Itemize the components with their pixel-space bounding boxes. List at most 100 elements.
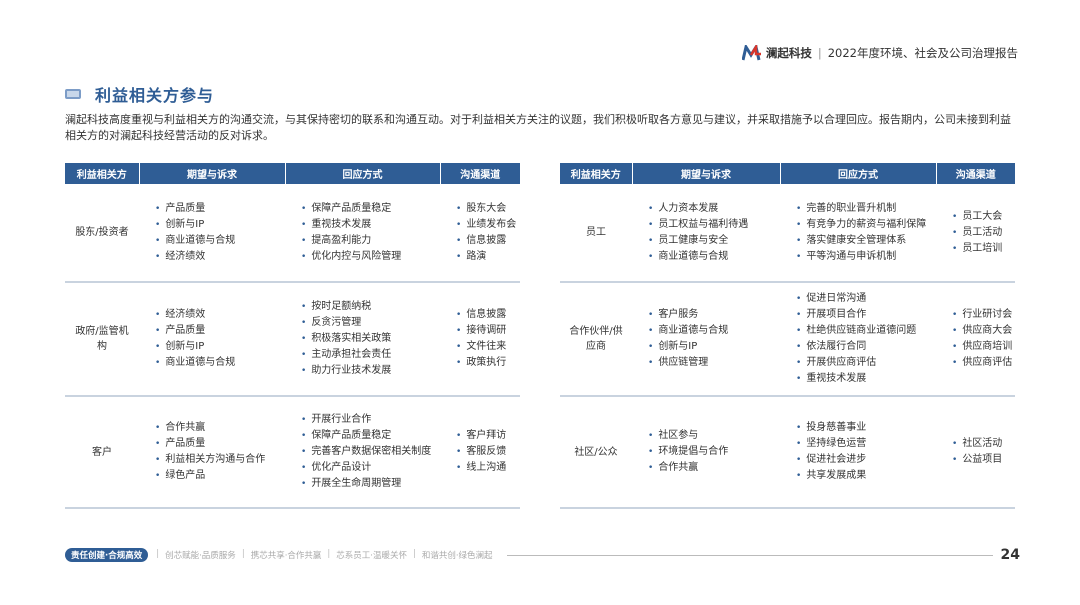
footer-active-chapter[interactable]: 责任创建·合规高效 xyxy=(65,548,149,562)
report-header: 澜起科技 | 2022年度环境、社会及公司治理报告 xyxy=(741,45,1018,61)
list-item: 优化产品设计 xyxy=(301,460,440,476)
table-row: 社区/公众社区参与环境提倡与合作合作共赢投身慈善事业坚持绿色运营促进社会进步共享… xyxy=(560,396,1015,509)
list-item: 重视技术发展 xyxy=(796,371,936,387)
column-header: 利益相关方 xyxy=(560,163,633,184)
channels-cell: 行业研讨会供应商大会供应商培训供应商评估 xyxy=(936,282,1015,397)
list-item: 客服反馈 xyxy=(456,444,520,460)
responses-list: 投身慈善事业坚持绿色运营促进社会进步共享发展成果 xyxy=(780,420,936,484)
list-item: 有竞争力的薪资与福利保障 xyxy=(796,217,936,233)
list-item: 按时足额纳税 xyxy=(301,299,440,315)
responses-cell: 保障产品质量稳定重视技术发展提高盈利能力优化内控与风险管理 xyxy=(285,184,440,283)
stakeholder-name: 股东/投资者 xyxy=(65,184,139,283)
list-item: 社区参与 xyxy=(648,428,780,444)
list-item: 经济绩效 xyxy=(155,307,285,323)
list-item: 行业研讨会 xyxy=(952,307,1015,323)
list-item: 产品质量 xyxy=(155,323,285,339)
footer-chapter-link[interactable]: 和谐共创·绿色澜起 xyxy=(421,551,493,561)
channels-cell: 员工大会员工活动员工培训 xyxy=(936,184,1015,283)
list-item: 公益项目 xyxy=(952,452,1015,468)
responses-list: 完善的职业晋升机制有竞争力的薪资与福利保障落实健康安全管理体系平等沟通与申诉机制 xyxy=(780,201,936,265)
expectations-list: 人力资本发展员工权益与福利待遇员工健康与安全商业道德与合规 xyxy=(632,201,780,265)
list-item: 供应商评估 xyxy=(952,355,1015,371)
list-item: 供应商培训 xyxy=(952,339,1015,355)
list-item: 商业道德与合规 xyxy=(648,323,780,339)
expectations-list: 社区参与环境提倡与合作合作共赢 xyxy=(632,428,780,476)
footer-nav: 责任创建·合规高效 | 创芯赋能·品质服务 | 携芯共享·合作共赢 | 芯系员工·温暖关怀… xyxy=(65,547,1020,563)
list-item: 产品质量 xyxy=(155,201,285,217)
stakeholder-name: 合作伙伴/供应商 xyxy=(560,282,632,397)
responses-cell: 开展行业合作保障产品质量稳定完善客户数据保密相关制度优化产品设计开展全生命周期管… xyxy=(285,396,440,509)
list-item: 保障产品质量稳定 xyxy=(301,428,440,444)
list-item: 重视技术发展 xyxy=(301,217,440,233)
responses-cell: 投身慈善事业坚持绿色运营促进社会进步共享发展成果 xyxy=(780,396,936,509)
expectations-cell: 社区参与环境提倡与合作合作共赢 xyxy=(632,396,780,509)
list-item: 杜绝供应链商业道德问题 xyxy=(796,323,936,339)
footer-divider: | xyxy=(156,549,160,559)
list-item: 员工大会 xyxy=(952,209,1015,225)
list-item: 社区活动 xyxy=(952,436,1015,452)
list-item: 合作共赢 xyxy=(648,460,780,476)
list-item: 线上沟通 xyxy=(456,460,520,476)
responses-cell: 促进日常沟通开展项目合作杜绝供应链商业道德问题依法履行合同开展供应商评估重视技术… xyxy=(780,282,936,397)
list-item: 完善的职业晋升机制 xyxy=(796,201,936,217)
list-item: 政策执行 xyxy=(456,355,520,371)
list-item: 落实健康安全管理体系 xyxy=(796,233,936,249)
stakeholder-name: 员工 xyxy=(560,184,632,283)
list-item: 供应商大会 xyxy=(952,323,1015,339)
footer-chapter-link[interactable]: 创芯赋能·品质服务 xyxy=(165,551,236,561)
list-item: 接待调研 xyxy=(456,323,520,339)
expectations-cell: 人力资本发展员工权益与福利待遇员工健康与安全商业道德与合规 xyxy=(632,184,780,283)
list-item: 绿色产品 xyxy=(155,468,285,484)
divider: | xyxy=(817,46,822,60)
stakeholder-name: 社区/公众 xyxy=(560,396,632,509)
list-item: 合作共赢 xyxy=(155,420,285,436)
footer-chapter-link[interactable]: 芯系员工·温暖关怀 xyxy=(336,551,407,561)
channels-list: 社区活动公益项目 xyxy=(936,436,1015,468)
expectations-cell: 合作共赢产品质量利益相关方沟通与合作绿色产品 xyxy=(139,396,285,509)
list-item: 商业道德与合规 xyxy=(155,233,285,249)
list-item: 人力资本发展 xyxy=(648,201,780,217)
list-item: 商业道德与合规 xyxy=(155,355,285,371)
list-item: 员工权益与福利待遇 xyxy=(648,217,780,233)
stakeholder-table-left: 利益相关方期望与诉求回应方式沟通渠道股东/投资者产品质量创新与IP商业道德与合规… xyxy=(65,163,520,509)
list-item: 共享发展成果 xyxy=(796,468,936,484)
list-item: 文件往来 xyxy=(456,339,520,355)
list-item: 开展供应商评估 xyxy=(796,355,936,371)
channels-list: 行业研讨会供应商大会供应商培训供应商评估 xyxy=(936,307,1015,371)
list-item: 信息披露 xyxy=(456,233,520,249)
responses-list: 保障产品质量稳定重视技术发展提高盈利能力优化内控与风险管理 xyxy=(285,201,440,265)
channels-cell: 信息披露接待调研文件往来政策执行 xyxy=(440,282,520,397)
list-item: 信息披露 xyxy=(456,307,520,323)
list-item: 提高盈利能力 xyxy=(301,233,440,249)
list-item: 平等沟通与申诉机制 xyxy=(796,249,936,265)
list-item: 利益相关方沟通与合作 xyxy=(155,452,285,468)
channels-cell: 客户拜访客服反馈线上沟通 xyxy=(440,396,520,509)
column-header: 利益相关方 xyxy=(65,163,140,184)
column-header: 沟通渠道 xyxy=(440,163,520,184)
footer-chapter-link[interactable]: 携芯共享·合作共赢 xyxy=(250,551,322,561)
list-item: 供应链管理 xyxy=(648,355,780,371)
list-item: 坚持绿色运营 xyxy=(796,436,936,452)
list-item: 助力行业技术发展 xyxy=(301,363,440,379)
column-header: 期望与诉求 xyxy=(632,163,781,184)
stakeholder-table-right: 利益相关方期望与诉求回应方式沟通渠道员工人力资本发展员工权益与福利待遇员工健康与… xyxy=(560,163,1015,509)
column-header: 回应方式 xyxy=(780,163,937,184)
brand-name: 澜起科技 xyxy=(765,46,812,60)
expectations-cell: 产品质量创新与IP商业道德与合规经济绩效 xyxy=(139,184,285,283)
expectations-cell: 经济绩效产品质量创新与IP商业道德与合规 xyxy=(139,282,285,397)
section-icon xyxy=(65,89,81,99)
list-item: 产品质量 xyxy=(155,436,285,452)
list-item: 促进日常沟通 xyxy=(796,291,936,307)
list-item: 积极落实相关政策 xyxy=(301,331,440,347)
page-number: 24 xyxy=(1000,547,1020,563)
expectations-cell: 客户服务商业道德与合规创新与IP供应链管理 xyxy=(632,282,780,397)
list-item: 客户服务 xyxy=(648,307,780,323)
section-heading: 利益相关方参与 xyxy=(65,82,214,106)
expectations-list: 经济绩效产品质量创新与IP商业道德与合规 xyxy=(139,307,285,371)
company-logo-icon xyxy=(741,45,761,61)
list-item: 员工健康与安全 xyxy=(648,233,780,249)
list-item: 员工活动 xyxy=(952,225,1015,241)
list-item: 依法履行合同 xyxy=(796,339,936,355)
column-header: 沟通渠道 xyxy=(936,163,1015,184)
stakeholder-name: 客户 xyxy=(65,396,139,509)
